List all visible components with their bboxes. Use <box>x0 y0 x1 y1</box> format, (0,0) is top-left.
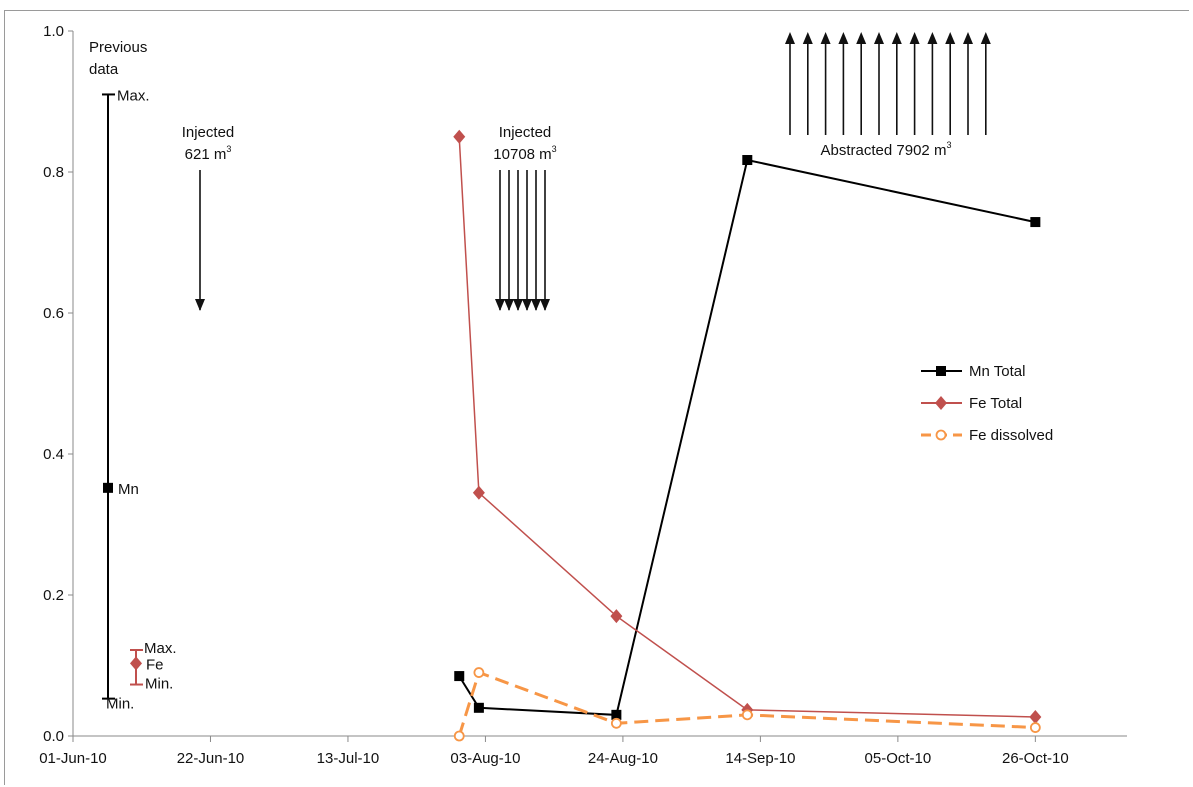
fe-dissolved-point <box>610 717 622 729</box>
fe-dissolved-point <box>473 667 485 678</box>
y-tick-label: 0.6 <box>43 305 64 322</box>
x-tick-label: 26-Oct-10 <box>1002 750 1069 767</box>
mn-total-point <box>473 702 484 713</box>
abstraction-arrowhead <box>856 32 867 44</box>
abstraction-arrowhead <box>785 32 795 44</box>
legend: Mn Total Fe Total Fe dissolved <box>921 363 1053 444</box>
abstraction-arrowhead <box>980 32 991 44</box>
fe-total-point <box>472 485 485 500</box>
y-tick-label: 0.8 <box>43 164 64 181</box>
x-tick-label: 01-Jun-10 <box>39 750 107 767</box>
fe-dissolved-point <box>1029 722 1041 733</box>
axes: 0.0 0.2 0.4 0.6 0.8 1.0 01-Jun-10 22-Jun-10 13-J… <box>39 23 1127 767</box>
annotation-inj2-line: 10708 m3 <box>493 144 556 163</box>
x-tick-label: 22-Jun-10 <box>177 750 245 767</box>
legend-fe-total-label: Fe Total <box>969 395 1022 412</box>
abstraction-arrowhead <box>874 32 884 44</box>
prev-fe-max-label: Max. <box>144 640 177 657</box>
series-group <box>453 129 1042 742</box>
abstraction-arrowhead <box>927 32 938 44</box>
prev-mn-label: Mn <box>118 481 139 498</box>
y-tick-label: 0.2 <box>43 587 64 604</box>
prev-mn-max-label: Max. <box>117 87 150 104</box>
abstraction-arrowhead <box>945 32 956 44</box>
fe-dissolved-point <box>453 730 465 742</box>
y-tick-label: 0.4 <box>43 446 64 463</box>
prev-mn-mean-marker <box>103 482 113 493</box>
abstraction-arrowhead <box>909 32 920 44</box>
annotation-abs-line: Abstracted 7902 m3 <box>821 140 952 159</box>
fe-total-point <box>453 129 466 144</box>
annotation-inj1-line: 621 m3 <box>185 144 232 163</box>
prev-mn-min-label: Min. <box>106 696 134 713</box>
fe-dissolved-point <box>741 709 753 721</box>
x-tick-label: 13-Jul-10 <box>317 750 380 767</box>
mn-total-point <box>611 709 622 720</box>
x-tick-label: 03-Aug-10 <box>450 750 520 767</box>
previous-data-header: Previous <box>89 39 147 56</box>
chart-frame <box>4 10 1189 785</box>
legend-fe-total-swatch-marker <box>935 396 947 410</box>
x-tick-label: 24-Aug-10 <box>588 750 658 767</box>
abstraction-arrowhead <box>963 32 973 44</box>
mn-total-point <box>1030 217 1041 228</box>
annotation-inj2-line: Injected <box>499 124 552 141</box>
legend-mn-total-label: Mn Total <box>969 363 1025 380</box>
annotation-inj1-line: Injected <box>182 124 235 141</box>
x-tick-label: 14-Sep-10 <box>725 750 795 767</box>
y-tick-label: 0.0 <box>43 728 64 745</box>
legend-fe-dissolved-swatch-marker <box>935 429 947 441</box>
y-tick-label: 1.0 <box>43 23 64 40</box>
abstraction-arrowhead <box>820 32 831 44</box>
legend-fe-dissolved-label: Fe dissolved <box>969 427 1053 444</box>
abstraction-arrowhead <box>891 32 902 44</box>
annotations-group: Injected 621 m3 Injected 10708 m3 Abstracted… <box>182 32 991 311</box>
fe-total-point <box>1029 709 1042 724</box>
abstraction-arrowhead <box>802 32 813 44</box>
fe-total-point <box>610 609 623 624</box>
mn-total-point <box>454 671 465 682</box>
legend-mn-total-swatch-marker <box>936 366 946 376</box>
prev-fe-label: Fe <box>146 656 164 673</box>
x-tick-label: 05-Oct-10 <box>865 750 932 767</box>
mn-total-point <box>742 155 753 166</box>
prev-fe-min-label: Min. <box>145 676 173 693</box>
previous-data-header-2: data <box>89 61 119 78</box>
prev-fe-mean-marker <box>130 656 142 671</box>
abstraction-arrowhead <box>838 32 849 44</box>
